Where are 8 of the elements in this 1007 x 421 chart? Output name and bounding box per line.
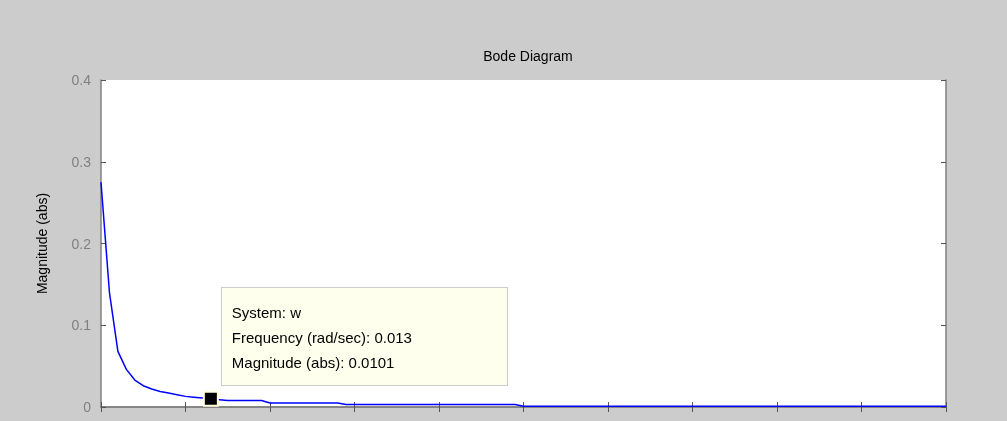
y-tick-label: 0.4 bbox=[71, 72, 92, 88]
y-tick-label: 0.2 bbox=[71, 235, 92, 252]
y-axis-title: Magnitude (abs) bbox=[34, 192, 50, 295]
y-tick-label: 0.3 bbox=[71, 153, 92, 170]
chart-title: Bode Diagram bbox=[483, 48, 573, 64]
tooltip-box: System: w Frequency (rad/sec): 0.013 Magnitude (abs): 0.0101 bbox=[220, 286, 508, 386]
y-tick-label: 0.1 bbox=[71, 317, 92, 334]
y-tick-label: 0 bbox=[83, 399, 92, 415]
